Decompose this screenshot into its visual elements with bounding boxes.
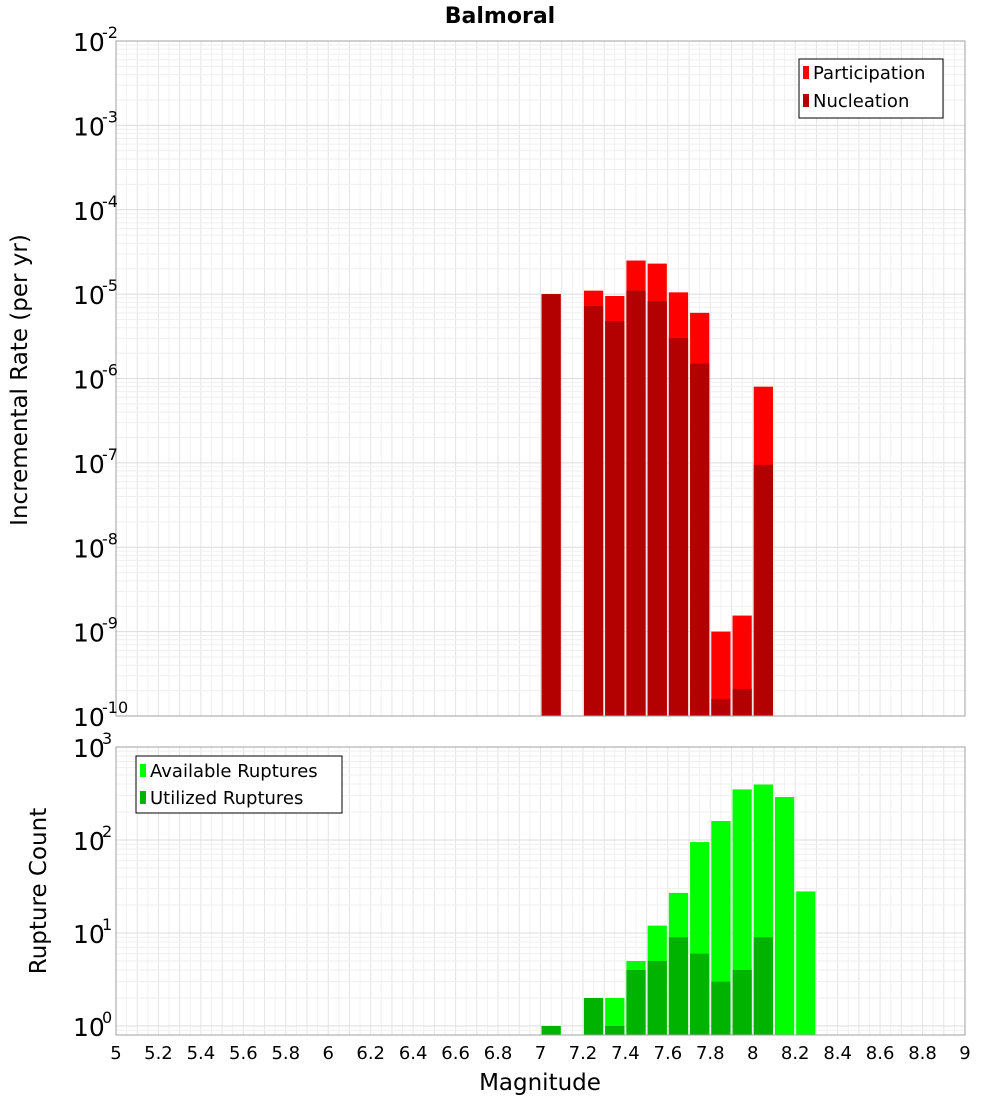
- x-tick-label: 8.6: [866, 1043, 895, 1064]
- count-y-tick-exponent: 3: [102, 729, 112, 748]
- rate-y-axis-label: Incremental Rate (per yr): [7, 234, 33, 526]
- count-plot-border: [115, 746, 966, 1036]
- count-bar-available-ruptures: [711, 821, 731, 1035]
- rate-bars: [541, 260, 773, 716]
- rate-bar-nucleation: [711, 698, 731, 716]
- rate-bar-nucleation: [626, 290, 646, 716]
- rate-bar-nucleation: [668, 338, 689, 716]
- count-bar-utilized-ruptures: [647, 960, 667, 1035]
- x-tick-label: 6.4: [399, 1043, 428, 1064]
- count-bar-utilized-ruptures: [626, 969, 646, 1035]
- x-tick-label: 8.4: [823, 1043, 852, 1064]
- count-y-tick-exponent: 2: [102, 822, 112, 841]
- count-y-axis-label: Rupture Count: [26, 808, 52, 974]
- x-tick-label: 7: [535, 1043, 546, 1064]
- x-tick-label: 6: [323, 1043, 334, 1064]
- rate-bar-nucleation: [541, 294, 561, 716]
- rate-y-tick-exponent: -9: [102, 614, 118, 633]
- x-tick-label: 7.4: [611, 1043, 640, 1064]
- x-tick-label: 5.4: [187, 1043, 216, 1064]
- x-tick-label: 6.2: [356, 1043, 385, 1064]
- count-bar-available-ruptures: [605, 997, 625, 1035]
- count-legend-box: [135, 755, 343, 814]
- x-tick-label: 8: [747, 1043, 758, 1064]
- x-tick-label: 5.6: [229, 1043, 258, 1064]
- rate-bar-nucleation: [753, 464, 773, 716]
- rate-y-tick-base: 10: [73, 112, 105, 141]
- rate-y-tick-exponent: -5: [102, 276, 118, 295]
- x-tick-label: 8.8: [908, 1043, 937, 1064]
- x-axis-label: Magnitude: [479, 1070, 601, 1096]
- rate-bar-nucleation: [732, 688, 752, 716]
- count-bars: [541, 784, 816, 1035]
- magnitude-x-tick-labels: 5 5.2 5.4 5.6 5.8 6 6.2 6.4 6.6 6.8 7 7.2 7.4 7.6 7.8 8…: [110, 1043, 970, 1064]
- count-bar-utilized-ruptures: [690, 953, 710, 1035]
- rate-plot-border: [115, 40, 966, 717]
- nucleation-legend-swatch: [803, 94, 809, 107]
- count-bar-utilized-ruptures: [541, 1025, 561, 1035]
- rate-y-tick-exponent: -2: [102, 23, 118, 42]
- count-bar-utilized-ruptures: [605, 1025, 625, 1035]
- rate-bar-participation: [711, 631, 731, 716]
- chart-title: Balmoral: [445, 4, 555, 29]
- count-bar-utilized-ruptures: [732, 969, 752, 1035]
- participation-legend-label: Participation: [813, 63, 925, 84]
- count-y-tick-base: 10: [73, 734, 105, 763]
- rate-bar-nucleation: [647, 301, 667, 716]
- rate-legend-box: [798, 58, 944, 119]
- count-bar-available-ruptures: [796, 891, 816, 1035]
- x-tick-label: 7.2: [569, 1043, 598, 1064]
- rate-y-tick-exponent: -6: [102, 361, 118, 380]
- rate-y-tick-exponent: -7: [102, 445, 118, 464]
- rate-y-tick-exponent: -3: [102, 107, 118, 126]
- x-tick-label: 5.2: [144, 1043, 173, 1064]
- count-bar-available-ruptures: [774, 796, 795, 1035]
- rate-y-tick-base: 10: [73, 619, 105, 648]
- rate-bar-nucleation: [690, 363, 710, 716]
- rate-y-tick-exponent: -10: [102, 698, 128, 717]
- available-legend-label: Available Ruptures: [150, 761, 318, 782]
- count-y-tick-exponent: 0: [102, 1008, 112, 1027]
- x-tick-label: 5.8: [271, 1043, 300, 1064]
- rate-y-tick-base: 10: [73, 281, 105, 310]
- count-bar-utilized-ruptures: [668, 937, 689, 1035]
- x-tick-label: 9: [959, 1043, 970, 1064]
- nucleation-legend-label: Nucleation: [813, 91, 909, 112]
- rate-bar-nucleation: [605, 321, 625, 716]
- x-tick-label: 6.6: [441, 1043, 470, 1064]
- utilized-legend-swatch: [140, 791, 146, 804]
- participation-legend-swatch: [803, 66, 809, 79]
- x-tick-label: 6.8: [484, 1043, 513, 1064]
- rate-y-tick-base: 10: [73, 450, 105, 479]
- count-y-tick-base: 10: [73, 920, 105, 949]
- available-legend-swatch: [140, 764, 146, 777]
- rate-y-tick-base: 10: [73, 197, 105, 226]
- rate-y-tick-exponent: -4: [102, 192, 118, 211]
- rate-y-tick-base: 10: [73, 366, 105, 395]
- rate-legend: Participation Nucleation: [798, 58, 944, 119]
- count-y-tick-base: 10: [73, 1013, 105, 1042]
- rate-bar-nucleation: [583, 306, 604, 716]
- count-legend: Available Ruptures Utilized Ruptures: [135, 755, 343, 814]
- x-tick-label: 7.6: [654, 1043, 683, 1064]
- x-tick-label: 7.8: [696, 1043, 725, 1064]
- rate-y-tick-exponent: -8: [102, 529, 118, 548]
- x-tick-label: 8.2: [781, 1043, 810, 1064]
- rate-y-tick-base: 10: [73, 703, 105, 732]
- count-bar-utilized-ruptures: [711, 981, 731, 1035]
- rate-y-tick-base: 10: [73, 534, 105, 563]
- rate-y-tick-base: 10: [73, 28, 105, 57]
- utilized-legend-label: Utilized Ruptures: [150, 788, 303, 809]
- count-bar-utilized-ruptures: [583, 997, 604, 1035]
- rate-gridlines: [115, 40, 966, 717]
- count-y-tick-exponent: 1: [102, 915, 112, 934]
- count-y-tick-base: 10: [73, 827, 105, 856]
- x-tick-label: 5: [110, 1043, 121, 1064]
- count-bar-utilized-ruptures: [753, 937, 773, 1035]
